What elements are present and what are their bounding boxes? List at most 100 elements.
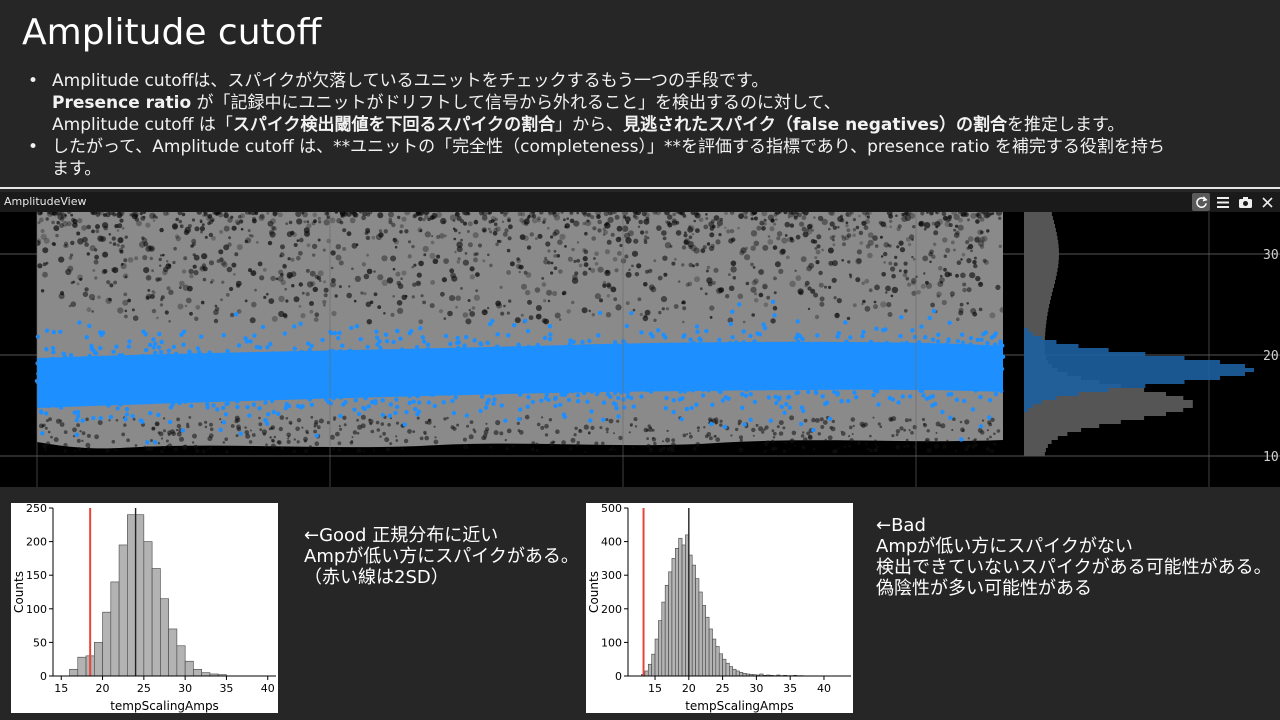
histogram-bar	[647, 663, 652, 677]
y-axis-ticks: 30 20 10	[1263, 248, 1279, 465]
histogram-bar	[661, 601, 666, 677]
x-axis-label: tempScalingAmps	[110, 699, 219, 713]
histogram-bar	[668, 571, 673, 677]
note-bad-line: 偽陰性が多い可能性がある	[876, 578, 1092, 599]
y-tick-label: 0	[40, 670, 47, 683]
bullet-text: を推定します。	[1007, 115, 1125, 135]
histogram-good: 0 50 100 150 200 250 15 20 25 30 35 40 tempScalingAm…	[11, 502, 278, 713]
note-good-line: （赤い線は2SD）	[304, 567, 449, 588]
histogram-bar	[732, 668, 737, 677]
y-tick-label: 300	[601, 569, 622, 582]
note-good: ←Good 正規分布に近い Ampが低い方にスパイクがある。 （赤い線は2SD）	[304, 525, 579, 588]
bullet-list: • Amplitude cutoffは、スパイクが欠落しているユニットをチェックす…	[28, 70, 1273, 180]
histogram-bar	[69, 668, 79, 677]
note-bad: ←Bad Ampが低い方にスパイクがない 検出できていないスパイクがある可能性が…	[876, 515, 1272, 599]
menu-icon[interactable]	[1214, 193, 1232, 211]
x-tick-label: 25	[716, 682, 730, 695]
histogram-bar	[718, 653, 723, 677]
bullet-line: Amplitude cutoff は「スパイク検出閾値を下回るスパイクの割合」か…	[52, 114, 1273, 136]
histogram-bar	[143, 541, 153, 677]
histogram-bar	[729, 666, 734, 677]
histogram-bar	[135, 514, 145, 677]
histogram-bar	[708, 628, 713, 677]
x-tick-label: 40	[261, 682, 275, 695]
histogram-bar	[715, 646, 720, 677]
histogram-bar	[151, 568, 161, 677]
scatter-dark-points	[34, 212, 1006, 454]
scatter-blue-points	[34, 299, 1006, 445]
histogram-bar	[168, 628, 178, 677]
note-good-line: Ampが低い方にスパイクがある。	[304, 546, 579, 567]
y-tick-label: 10	[1263, 450, 1279, 465]
note-bad-line: 検出できていないスパイクがある可能性がある。	[876, 557, 1272, 578]
histogram-bar	[681, 544, 686, 677]
x-tick-label: 30	[749, 682, 763, 695]
histogram-bar	[702, 605, 707, 677]
y-tick-label: 250	[26, 503, 47, 515]
bullet-text: スパイク検出閾値を下回るスパイクの割合	[232, 115, 556, 135]
slide-title: Amplitude cutoff	[22, 12, 322, 53]
histogram-bar	[77, 656, 87, 677]
histogram-bar	[127, 514, 136, 677]
y-axis-label: Counts	[12, 571, 26, 613]
histogram-bar	[644, 670, 649, 677]
note-good-line: ←Good 正規分布に近い	[304, 525, 499, 546]
note-bad-line: ←Bad	[876, 515, 926, 536]
histogram-bar	[705, 616, 710, 677]
histogram-bar	[722, 658, 727, 677]
y-tick-label: 200	[601, 603, 622, 616]
histogram-bar	[664, 584, 669, 677]
bullet-text: Amplitude cutoffは、スパイクが欠落しているユニットをチェックする…	[52, 71, 769, 91]
y-axis-label: Counts	[587, 571, 601, 613]
bullet-dot: •	[28, 71, 39, 91]
histogram-bar	[725, 662, 730, 677]
histogram-bar	[94, 642, 103, 677]
bullet-line: ます。	[52, 158, 1273, 180]
bullet-text: Amplitude cutoff は「	[52, 115, 233, 135]
histogram-bar	[658, 620, 663, 677]
amplitude-scatter-plot[interactable]: 30 20 10	[0, 212, 1280, 487]
histogram-bar	[651, 653, 656, 677]
x-tick-label: 20	[96, 682, 110, 695]
x-axis-label: tempScalingAmps	[685, 699, 794, 713]
x-tick-label: 15	[648, 682, 662, 695]
y-tick-label: 500	[601, 503, 622, 515]
bullet-text: 」から、	[555, 115, 624, 135]
amplitude-gray-band	[37, 212, 1003, 449]
bullet-dot: •	[28, 137, 39, 157]
bullet-text: 見逃されたスパイク（false negatives）の割合	[623, 115, 1008, 135]
x-tick-label: 25	[137, 682, 151, 695]
y-tick-label: 20	[1263, 349, 1279, 364]
plot-gridlines-v	[36, 212, 1210, 487]
bullet-text: ます。	[52, 159, 102, 179]
x-tick-label: 35	[783, 682, 797, 695]
histogram-bar	[193, 668, 202, 677]
histogram-bar	[160, 598, 169, 677]
histogram-bar	[102, 611, 112, 677]
y-tick-label: 100	[601, 636, 622, 649]
x-tick-label: 35	[219, 682, 233, 695]
note-bad-line: Ampが低い方にスパイクがない	[876, 536, 1133, 557]
histogram-bar	[110, 581, 120, 677]
histogram-bar	[678, 537, 683, 677]
histogram-bar	[691, 564, 696, 677]
x-tick-label: 20	[682, 682, 696, 695]
bullet-item: • Amplitude cutoffは、スパイクが欠落しているユニットをチェックす…	[28, 70, 1273, 136]
histogram-bar	[118, 544, 128, 677]
bullet-text: Presence ratio	[52, 93, 192, 113]
x-tick-label: 40	[817, 682, 831, 695]
histogram-bar	[739, 672, 744, 677]
histogram-bar	[654, 638, 659, 677]
bullet-item: • したがって、Amplitude cutoff は、**ユニットの「完全性（co…	[28, 136, 1273, 180]
camera-icon[interactable]	[1236, 193, 1254, 211]
close-icon[interactable]	[1258, 193, 1276, 211]
panel-title: AmplitudeView	[4, 195, 87, 208]
bullet-text: が「記録中にユニットがドリフトして信号から外れること」を検出するのに対して、	[191, 93, 841, 113]
bullet-text: したがって、Amplitude cutoff は、**ユニットの「完全性（com…	[52, 137, 1165, 157]
y-tick-label: 50	[33, 636, 47, 649]
y-tick-label: 200	[26, 536, 47, 549]
histogram-bar	[712, 638, 717, 677]
refresh-icon[interactable]	[1192, 193, 1210, 211]
bullet-line: Presence ratio が「記録中にユニットがドリフトして信号から外れるこ…	[52, 92, 1273, 114]
histogram-bad: 0 100 200 300 400 500 15 20 25 30 35 40 tempScalingA…	[586, 502, 853, 713]
